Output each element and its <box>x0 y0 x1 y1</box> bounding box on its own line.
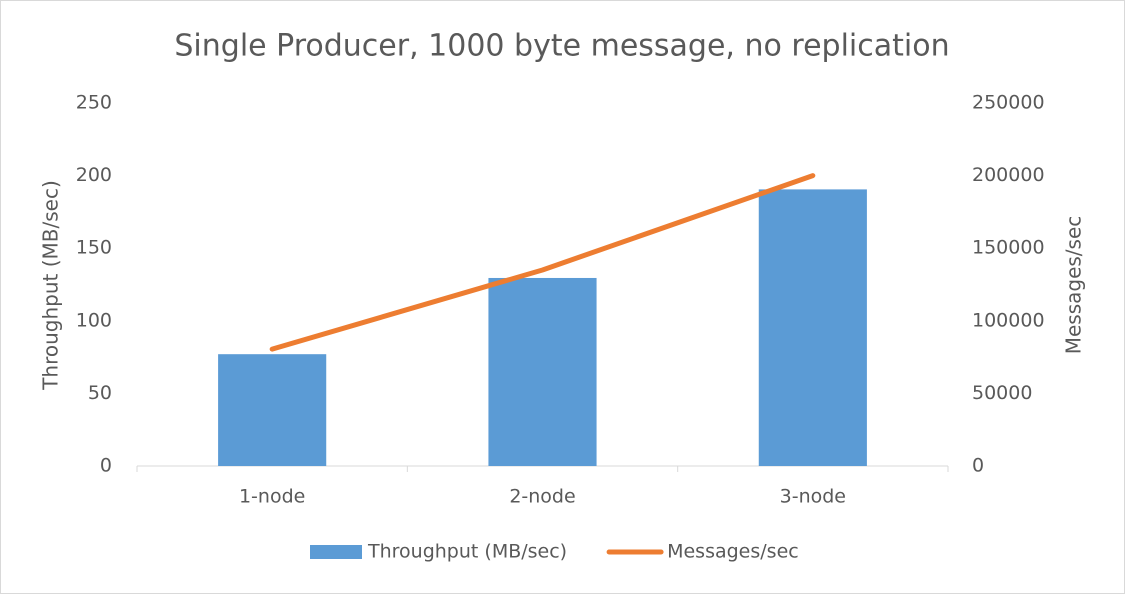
bar <box>758 189 867 467</box>
chart-title: Single Producer, 1000 byte message, no r… <box>174 29 949 64</box>
legend-swatch <box>310 545 362 559</box>
x-tick-label: 1-node <box>239 486 305 508</box>
y-tick-label: 150 <box>76 237 112 259</box>
x-tick-label: 2-node <box>509 486 575 508</box>
y2-tick-label: 200000 <box>972 164 1045 186</box>
y-tick-label: 50 <box>88 382 112 404</box>
y2-axis-title: Messages/sec <box>1062 216 1086 355</box>
y-tick-label: 250 <box>76 92 112 114</box>
y-tick-label: 0 <box>100 455 112 477</box>
legend-label: Messages/sec <box>667 541 799 563</box>
y2-tick-label: 150000 <box>972 237 1045 259</box>
legend-label: Throughput (MB/sec) <box>367 541 567 563</box>
y2-tick-label: 100000 <box>972 309 1045 331</box>
y-tick-label: 100 <box>76 309 112 331</box>
bar <box>218 354 327 466</box>
x-tick-label: 3-node <box>780 486 846 508</box>
y2-tick-label: 0 <box>972 455 984 477</box>
y2-tick-label: 250000 <box>972 92 1045 114</box>
bar <box>488 277 597 466</box>
line <box>269 173 816 352</box>
y-axis-title: Throughput (MB/sec) <box>39 180 63 391</box>
y2-tick-label: 50000 <box>972 382 1032 404</box>
y-tick-label: 200 <box>76 164 112 186</box>
